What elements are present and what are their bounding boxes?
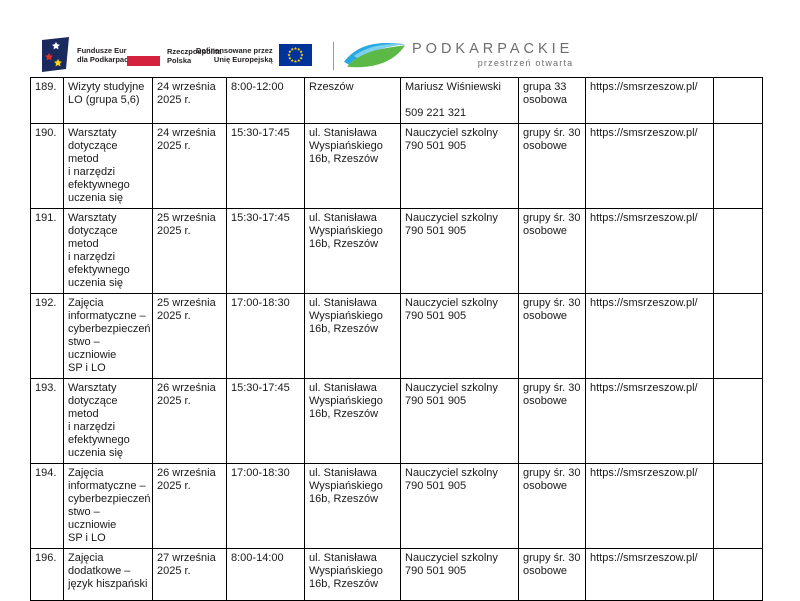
cell-time: 17:00-18:30 bbox=[226, 293, 305, 379]
cell-number: 190. bbox=[30, 123, 64, 209]
cell-date: 26 września 2025 r. bbox=[152, 378, 227, 464]
cell-extra bbox=[713, 123, 763, 209]
cell-contact: Nauczyciel szkolny 790 501 905 bbox=[400, 208, 519, 294]
cell-location: Rzeszów bbox=[304, 77, 401, 124]
podkarpackie-logo: PODKARPACKIE przestrzeń otwarta bbox=[344, 38, 573, 72]
cell-url: https://smsrzeszow.pl/ bbox=[585, 208, 714, 294]
header-divider bbox=[333, 42, 334, 70]
cell-number: 189. bbox=[30, 77, 64, 124]
cell-activity: Wizyty studyjne LO (grupa 5,6) bbox=[63, 77, 153, 124]
cell-location: ul. Stanisława Wyspiańskiego 16b, Rzeszó… bbox=[304, 208, 401, 294]
table-row: 192. Zajęcia informatyczne – cyberbezpie… bbox=[30, 293, 763, 379]
cell-group: grupy śr. 30 osobowe bbox=[518, 208, 586, 294]
cell-date: 27 września 2025 r. bbox=[152, 548, 227, 601]
cell-group: grupy śr. 30 osobowe bbox=[518, 378, 586, 464]
cell-activity: Zajęcia informatyczne – cyberbezpieczeń … bbox=[63, 463, 153, 549]
cell-extra bbox=[713, 463, 763, 549]
cell-location: ul. Stanisława Wyspiańskiego 16b, Rzeszó… bbox=[304, 123, 401, 209]
cell-extra bbox=[713, 293, 763, 379]
eu-funding-logo: Dofinansowane przez Unię Europejską bbox=[196, 44, 312, 66]
cell-time: 8:00-14:00 bbox=[226, 548, 305, 601]
cell-extra bbox=[713, 77, 763, 124]
table-row: 190. Warsztaty dotyczące metod i narzędz… bbox=[30, 123, 763, 209]
cell-url: https://smsrzeszow.pl/ bbox=[585, 77, 714, 124]
cell-date: 24 września 2025 r. bbox=[152, 77, 227, 124]
cell-date: 25 września 2025 r. bbox=[152, 208, 227, 294]
schedule-table: 189. Wizyty studyjne LO (grupa 5,6) 24 w… bbox=[30, 77, 763, 601]
cell-location: ul. Stanisława Wyspiańskiego 16b, Rzeszó… bbox=[304, 293, 401, 379]
podkarpackie-tagline: przestrzeń otwarta bbox=[477, 58, 574, 68]
cell-url: https://smsrzeszow.pl/ bbox=[585, 548, 714, 601]
cell-contact: Nauczyciel szkolny 790 501 905 bbox=[400, 293, 519, 379]
cell-url: https://smsrzeszow.pl/ bbox=[585, 378, 714, 464]
podkarpackie-title: PODKARPACKIE bbox=[412, 41, 574, 57]
cell-activity: Zajęcia dodatkowe – język hiszpański bbox=[63, 548, 153, 601]
table-row: 196. Zajęcia dodatkowe – język hiszpańsk… bbox=[30, 548, 763, 601]
cell-date: 26 września 2025 r. bbox=[152, 463, 227, 549]
rzeczpospolita-polska-logo: Rzeczpospolita Polska bbox=[127, 45, 222, 66]
cell-activity: Warsztaty dotyczące metod i narzędzi efe… bbox=[63, 208, 153, 294]
cell-activity: Zajęcia informatyczne – cyberbezpieczeń … bbox=[63, 293, 153, 379]
cell-extra bbox=[713, 548, 763, 601]
cell-contact: Nauczyciel szkolny 790 501 905 bbox=[400, 463, 519, 549]
cell-group: grupy śr. 30 osobowe bbox=[518, 123, 586, 209]
cell-activity: Warsztaty dotyczące metod i narzędzi efe… bbox=[63, 123, 153, 209]
table-row: 194. Zajęcia informatyczne – cyberbezpie… bbox=[30, 463, 763, 549]
cell-group: grupy śr. 30 osobowe bbox=[518, 463, 586, 549]
rzeczpospolita-polska-label: Rzeczpospolita Polska bbox=[167, 46, 222, 65]
cell-location: ul. Stanisława Wyspiańskiego 16b, Rzeszó… bbox=[304, 463, 401, 549]
cell-contact: Nauczyciel szkolny 790 501 905 bbox=[400, 378, 519, 464]
cell-time: 17:00-18:30 bbox=[226, 463, 305, 549]
cell-activity: Warsztaty dotyczące metod i narzędzi efe… bbox=[63, 378, 153, 464]
cell-number: 192. bbox=[30, 293, 64, 379]
cell-group: grupy śr. 30 osobowe bbox=[518, 293, 586, 379]
cell-extra bbox=[713, 208, 763, 294]
eu-funding-label: Dofinansowane przez Unię Europejską bbox=[196, 46, 273, 64]
cell-time: 15:30-17:45 bbox=[226, 123, 305, 209]
cell-extra bbox=[713, 378, 763, 464]
cell-group: grupy śr. 30 osobowe bbox=[518, 548, 586, 601]
cell-time: 15:30-17:45 bbox=[226, 208, 305, 294]
cell-contact: Mariusz Wiśniewski 509 221 321 bbox=[400, 77, 519, 124]
cell-number: 196. bbox=[30, 548, 64, 601]
cell-url: https://smsrzeszow.pl/ bbox=[585, 293, 714, 379]
eu-flag-icon bbox=[278, 44, 312, 66]
cell-location: ul. Stanisława Wyspiańskiego 16b, Rzeszó… bbox=[304, 378, 401, 464]
table-row: 189. Wizyty studyjne LO (grupa 5,6) 24 w… bbox=[30, 77, 763, 124]
table-row: 191. Warsztaty dotyczące metod i narzędz… bbox=[30, 208, 763, 294]
cell-number: 194. bbox=[30, 463, 64, 549]
fundusze-europejskie-flag-icon bbox=[42, 37, 69, 72]
poland-flag-icon bbox=[127, 45, 160, 66]
document-header: Fundusze Europejskie dla Podkarpacia Rze… bbox=[0, 0, 800, 77]
cell-time: 15:30-17:45 bbox=[226, 378, 305, 464]
cell-contact: Nauczyciel szkolny 790 501 905 bbox=[400, 123, 519, 209]
cell-number: 191. bbox=[30, 208, 64, 294]
cell-contact: Nauczyciel szkolny 790 501 905 bbox=[400, 548, 519, 601]
cell-number: 193. bbox=[30, 378, 64, 464]
table-row: 193. Warsztaty dotyczące metod i narzędz… bbox=[30, 378, 763, 464]
cell-group: grupa 33 osobowa bbox=[518, 77, 586, 124]
cell-url: https://smsrzeszow.pl/ bbox=[585, 123, 714, 209]
cell-date: 25 września 2025 r. bbox=[152, 293, 227, 379]
cell-time: 8:00-12:00 bbox=[226, 77, 305, 124]
podkarpackie-swoosh-icon bbox=[344, 42, 406, 68]
cell-date: 24 września 2025 r. bbox=[152, 123, 227, 209]
cell-location: ul. Stanisława Wyspiańskiego 16b, Rzeszó… bbox=[304, 548, 401, 601]
cell-url: https://smsrzeszow.pl/ bbox=[585, 463, 714, 549]
